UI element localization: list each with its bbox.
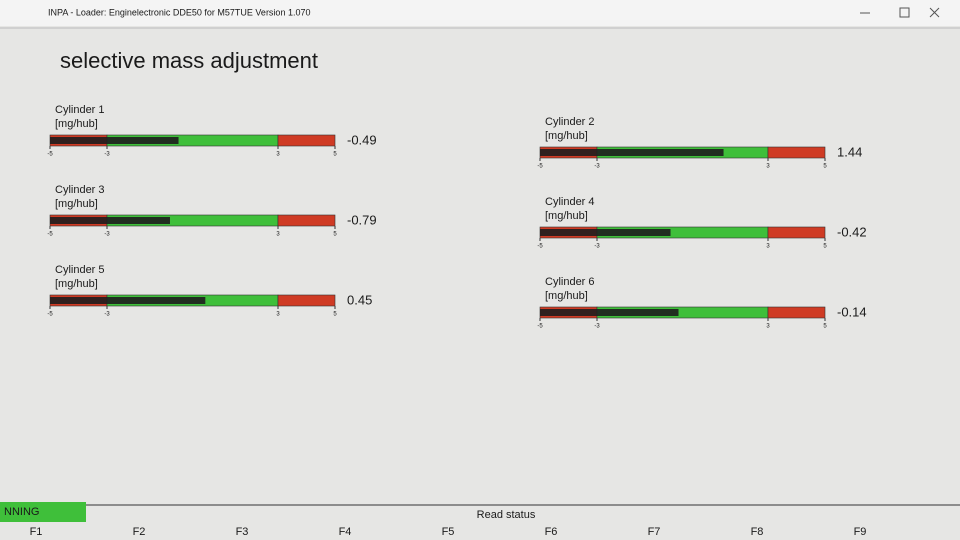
function-key[interactable]: F9 — [854, 526, 867, 538]
tick-label: 5 — [823, 164, 827, 170]
gauge-unit: [mg/hub] — [55, 118, 98, 130]
tick-label: 3 — [766, 244, 770, 250]
title-bar — [0, 0, 960, 26]
tick-label: -5 — [537, 324, 543, 330]
gauge-label: Cylinder 3 — [55, 184, 105, 196]
tick-label: -3 — [104, 152, 110, 158]
maximize-button[interactable] — [899, 7, 910, 18]
red-zone — [767, 226, 826, 239]
tick-label: 3 — [276, 152, 280, 158]
red-zone — [277, 214, 336, 227]
gauge-value: -0.42 — [837, 224, 867, 239]
gauge-label: Cylinder 1 — [55, 104, 105, 116]
tick-label: -3 — [594, 164, 600, 170]
red-zone — [277, 294, 336, 307]
status-text: Read status — [477, 509, 536, 521]
value-bar — [540, 309, 679, 316]
gauge-value: -0.14 — [837, 304, 867, 319]
red-zone — [767, 306, 826, 319]
tick-label: 3 — [766, 164, 770, 170]
tick-label: 5 — [333, 152, 337, 158]
tick-label: 3 — [276, 312, 280, 318]
tick-label: -3 — [594, 244, 600, 250]
close-button[interactable] — [929, 7, 940, 18]
tick-label: 5 — [333, 312, 337, 318]
window-title: INPA - Loader: Enginelectronic DDE50 for… — [48, 7, 310, 17]
value-bar — [50, 217, 170, 224]
function-key[interactable]: F8 — [751, 526, 764, 538]
value-bar — [50, 297, 206, 304]
gauge-value: 1.44 — [837, 144, 862, 159]
tick-label: 5 — [823, 244, 827, 250]
page-title: selective mass adjustment — [60, 48, 318, 73]
tick-label: -3 — [104, 312, 110, 318]
tick-label: 3 — [276, 232, 280, 238]
value-bar — [540, 149, 724, 156]
gauge-label: Cylinder 6 — [545, 276, 595, 288]
tick-label: -5 — [47, 232, 53, 238]
gauge-label: Cylinder 5 — [55, 264, 105, 276]
tick-label: 5 — [823, 324, 827, 330]
tick-label: 5 — [333, 232, 337, 238]
gauge-value: -0.79 — [347, 212, 377, 227]
gauge-unit: [mg/hub] — [545, 290, 588, 302]
value-bar — [540, 229, 671, 236]
gauge-label: Cylinder 4 — [545, 196, 595, 208]
red-zone — [767, 146, 826, 159]
function-keys: F1 F2 F3 F4 F5 F6 F7 F8 F9 — [30, 526, 867, 538]
status-indicator — [0, 502, 86, 522]
tick-label: 3 — [766, 324, 770, 330]
function-key[interactable]: F4 — [339, 526, 352, 538]
gauge-value: -0.49 — [347, 132, 377, 147]
tick-label: -5 — [47, 152, 53, 158]
function-key[interactable]: F7 — [648, 526, 661, 538]
gauge-unit: [mg/hub] — [55, 198, 98, 210]
tick-label: -5 — [47, 312, 53, 318]
value-bar — [50, 137, 179, 144]
gauge-label: Cylinder 2 — [545, 116, 595, 128]
gauge-value: 0.45 — [347, 292, 372, 307]
status-state: NNING — [4, 506, 39, 518]
function-key[interactable]: F5 — [442, 526, 455, 538]
tick-label: -5 — [537, 244, 543, 250]
gauge-unit: [mg/hub] — [545, 130, 588, 142]
red-zone — [277, 134, 336, 147]
tick-label: -5 — [537, 164, 543, 170]
gauge-unit: [mg/hub] — [55, 278, 98, 290]
tick-label: -3 — [104, 232, 110, 238]
function-key[interactable]: F6 — [545, 526, 558, 538]
gauges: Cylinder 1 [mg/hub] -5 -3 3 5 -0.49 Cylinder 2 [… — [47, 104, 866, 330]
function-key[interactable]: F1 — [30, 526, 43, 538]
function-key[interactable]: F2 — [133, 526, 146, 538]
tick-label: -3 — [594, 324, 600, 330]
gauge-unit: [mg/hub] — [545, 210, 588, 222]
function-key[interactable]: F3 — [236, 526, 249, 538]
